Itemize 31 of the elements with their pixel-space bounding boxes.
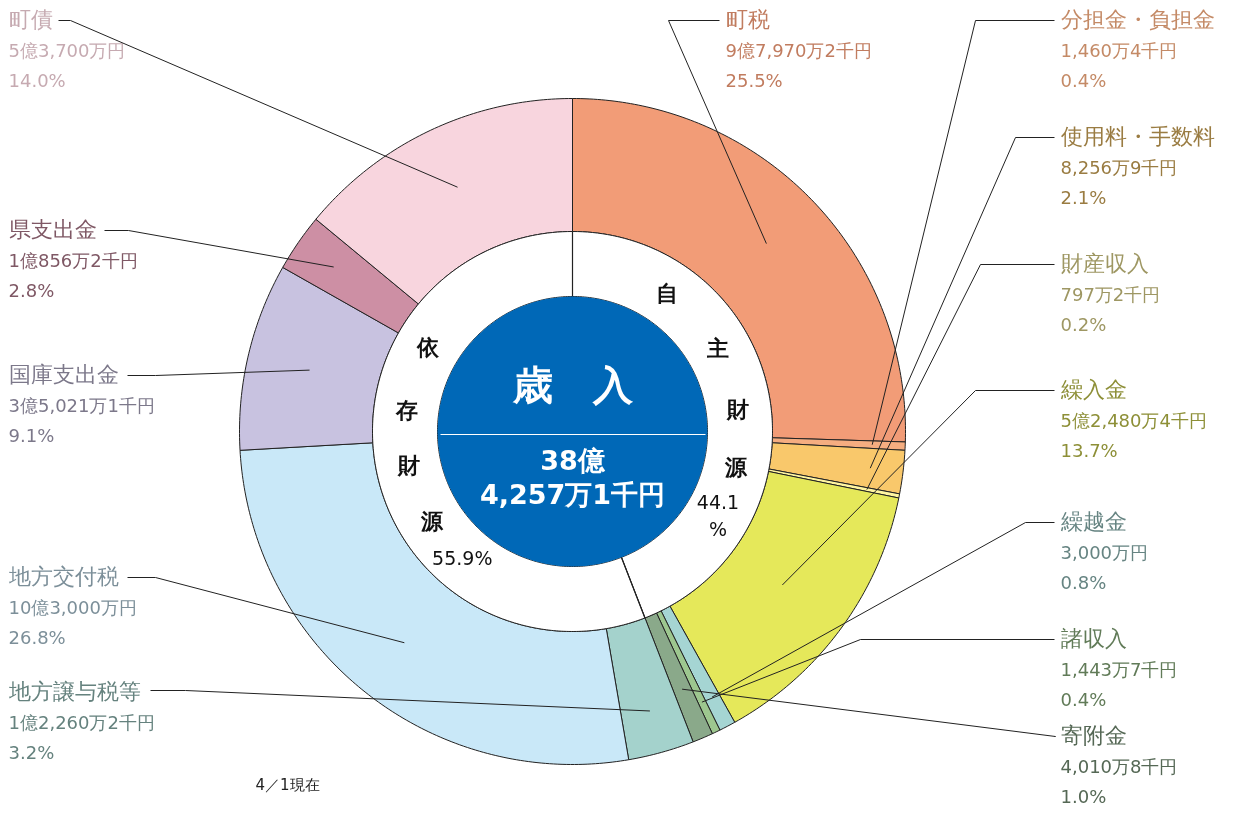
slice-label: 分担金・負担金 xyxy=(1060,6,1215,32)
slice-label: 国庫支出金 xyxy=(8,361,119,387)
slice-label: 繰越金 xyxy=(1059,508,1127,534)
data-label: 3億5,021万1千円 9.1% xyxy=(8,394,155,446)
data-label: 8,256万9千円 2.1% xyxy=(1060,156,1178,208)
slice-label: 使用料・手数料 xyxy=(1060,123,1215,149)
slice-label: 寄附金 xyxy=(1060,722,1127,748)
slice-label: 地方譲与税等 xyxy=(7,678,141,704)
data-label: 5億2,480万4千円 13.7% xyxy=(1060,409,1207,461)
data-label: 44.1 % xyxy=(696,491,740,540)
text: 4／1現在 xyxy=(255,775,320,794)
data-label: 1億856万2千円 2.8% xyxy=(8,249,138,301)
slice-label: 町税 xyxy=(725,6,770,32)
data-label: 797万2千円 0.2% xyxy=(1060,283,1161,335)
data-label: 1,460万4千円 0.4% xyxy=(1060,39,1178,91)
category-label: 依存財源 xyxy=(395,334,443,535)
data-label: 4,010万8千円 1.0% xyxy=(1060,755,1178,807)
slice-label: 町債 xyxy=(8,6,53,32)
data-label: 5億3,700万円 14.0% xyxy=(8,39,126,91)
slice-label: 諸収入 xyxy=(1060,625,1127,651)
data-label: 10億3,000万円 26.8% xyxy=(8,596,137,648)
slice-label: 繰入金 xyxy=(1059,376,1127,402)
slice-label: 財産収入 xyxy=(1060,250,1149,276)
text: 歳 入 xyxy=(511,361,634,408)
data-label: 55.9% xyxy=(432,547,493,570)
slice-label: 地方交付税 xyxy=(7,563,119,589)
data-label: 3,000万円 0.8% xyxy=(1060,541,1149,593)
data-label: 1,443万7千円 0.4% xyxy=(1060,658,1178,710)
data-label: 9億7,970万2千円 25.5% xyxy=(725,39,872,91)
slice-label: 県支出金 xyxy=(8,216,97,242)
data-label: 1億2,260万2千円 3.2% xyxy=(8,711,155,763)
